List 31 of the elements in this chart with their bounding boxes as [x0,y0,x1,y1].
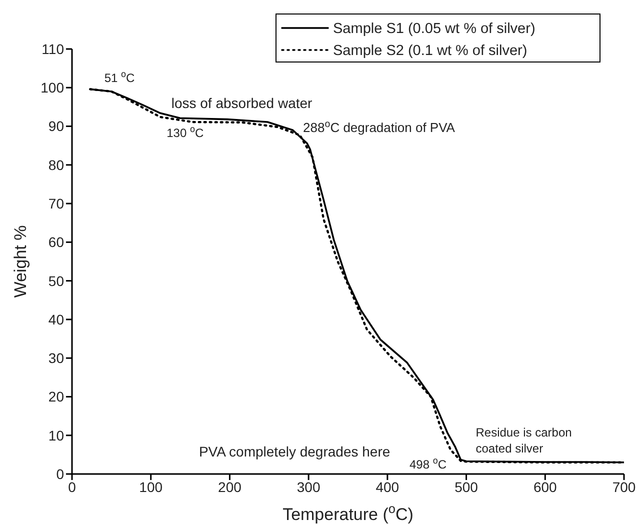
y-axis-title: Weight % [11,225,30,298]
y-tick-label: 60 [48,234,64,250]
annotation: loss of absorbed water [171,95,313,112]
legend-label: Sample S1 (0.05 wt % of silver) [333,21,536,37]
y-tick-label: 40 [48,311,64,328]
annotation: 498 $^{o}$C [410,456,447,472]
y-tick-label: 20 [48,388,64,405]
y-tick-label: 80 [48,156,64,173]
y-tick-label: 10 [48,427,64,444]
x-axis-title: Temperature ($^{o}$C) [282,500,414,524]
annotation: 288$^{o}$C degradation of PVA [303,118,456,136]
x-tick-label: 0 [68,478,76,495]
y-tick-label: 50 [48,272,64,289]
annotation: 51 $^{o}$C [104,69,136,86]
annotation: 130 $^{o}$C [166,124,204,140]
x-tick-label: 400 [376,478,400,495]
y-tick-label: 0 [56,466,64,482]
y-tick-label: 110 [42,40,64,57]
x-tick-label: 100 [139,478,163,495]
annotation: PVA completely degrades here [198,444,390,460]
x-tick-label: 600 [533,478,558,495]
x-tick-label: 500 [454,478,478,495]
x-tick-label: 300 [296,478,320,495]
y-tick-label: 70 [48,196,64,212]
y-tick-label: 100 [40,80,64,96]
y-tick-label: 90 [48,118,64,134]
legend-label: Sample S2 (0.1 wt % of silver) [333,43,528,59]
x-tick-label: 700 [612,478,636,495]
annotation: Residue is carbon coated silver [476,426,572,456]
x-tick-label: 200 [218,478,242,495]
y-tick-label: 30 [48,350,64,366]
